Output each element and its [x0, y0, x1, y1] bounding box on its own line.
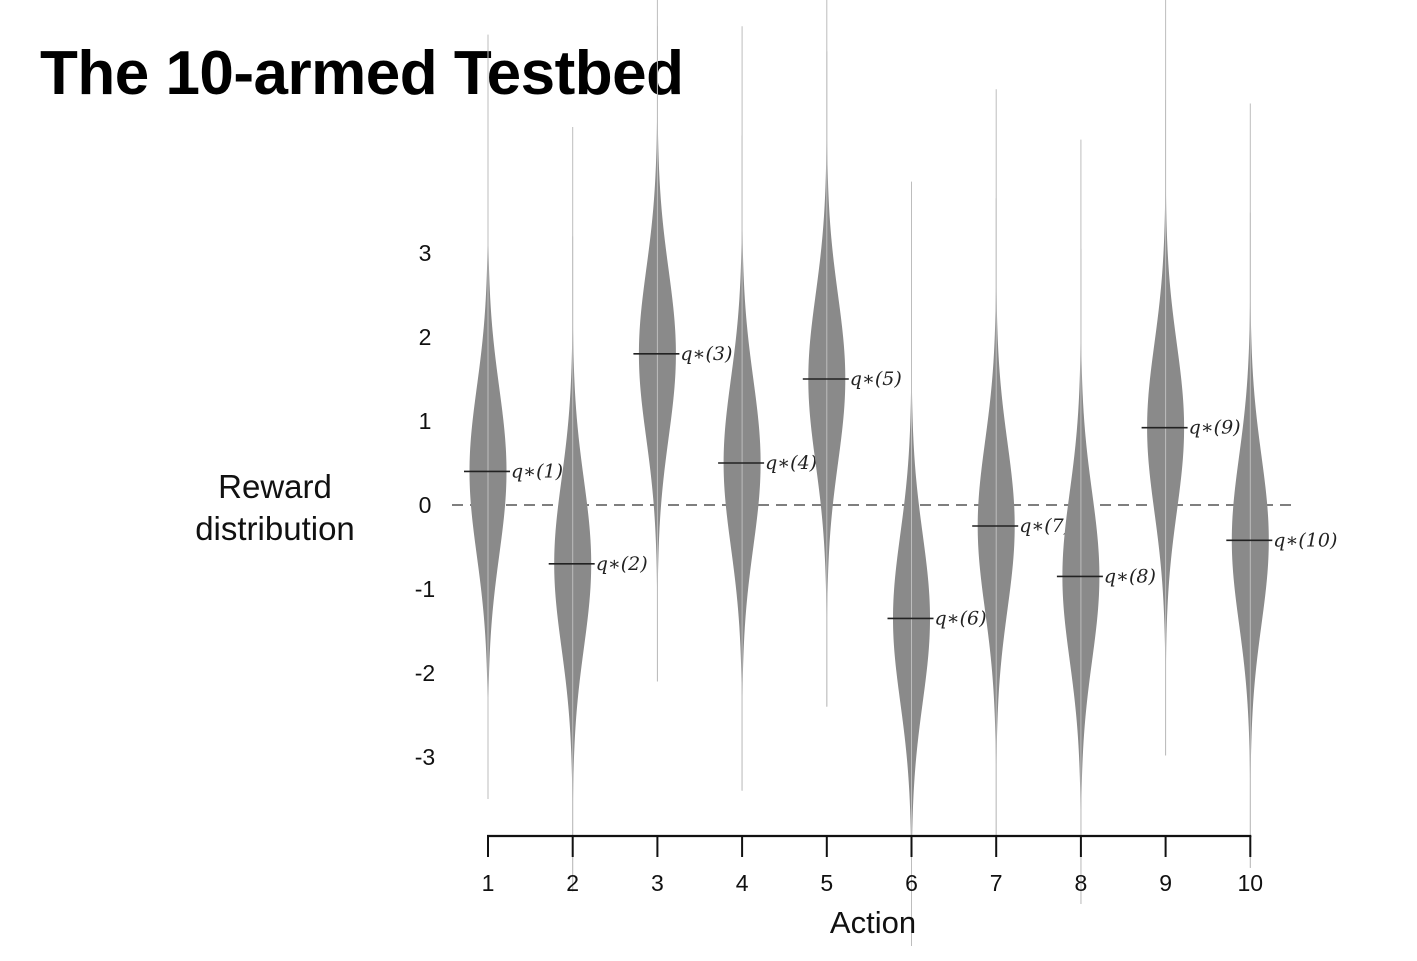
y-axis-label-line-2: distribution [195, 510, 355, 547]
x-tick-label: 1 [482, 870, 495, 896]
mean-label-2: q∗(2) [596, 553, 648, 575]
y-axis-label-line-1: Reward [218, 468, 332, 505]
x-tick-label: 5 [820, 870, 833, 896]
y-axis-label: Reward distribution [160, 466, 390, 550]
x-tick-label: 10 [1238, 870, 1264, 896]
chart-title: The 10-armed Testbed [40, 39, 684, 108]
x-tick-label: 6 [905, 870, 918, 896]
x-tick-label: 9 [1159, 870, 1172, 896]
x-tick-label: 4 [736, 870, 749, 896]
y-tick-label: 3 [419, 240, 432, 266]
x-axis-label: Action [830, 905, 916, 940]
x-tick-label: 8 [1075, 870, 1088, 896]
mean-label-7: q∗(7) [1019, 515, 1071, 537]
y-tick-label: 2 [419, 324, 432, 350]
y-tick-label: -2 [415, 660, 435, 686]
mean-label-3: q∗(3) [680, 343, 732, 365]
mean-label-1: q∗(1) [511, 460, 563, 482]
mean-label-8: q∗(8) [1104, 565, 1156, 587]
mean-label-6: q∗(6) [935, 607, 987, 629]
mean-label-5: q∗(5) [850, 368, 902, 390]
y-tick-label: -1 [415, 576, 435, 602]
mean-label-4: q∗(4) [765, 452, 817, 474]
mean-label-10: q∗(10) [1273, 529, 1337, 551]
y-tick-label: 1 [419, 408, 432, 434]
y-tick-label: -3 [415, 744, 435, 770]
mean-label-9: q∗(9) [1189, 417, 1241, 439]
x-tick-label: 7 [990, 870, 1003, 896]
y-tick-label: 0 [419, 492, 432, 518]
x-tick-label: 2 [566, 870, 579, 896]
x-tick-label: 3 [651, 870, 664, 896]
